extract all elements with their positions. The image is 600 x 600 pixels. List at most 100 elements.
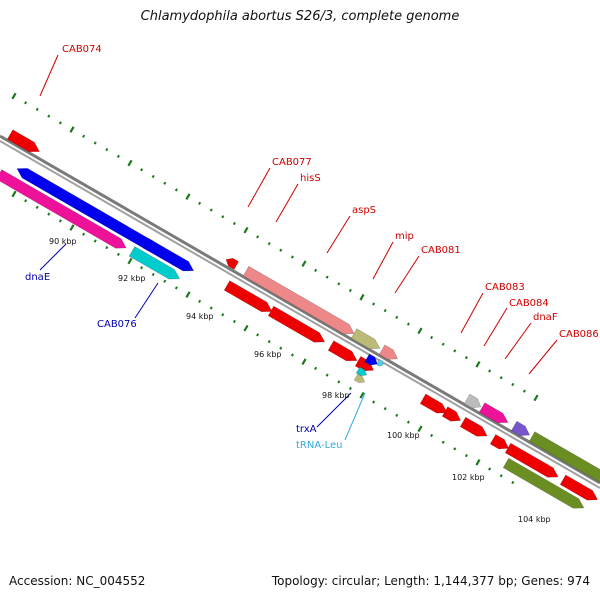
leader-line (504, 322, 532, 360)
outer-tick (93, 141, 97, 145)
inner-tick (417, 425, 423, 433)
inner-tick (325, 373, 329, 377)
map-title: Chlamydophila abortus S26/3, complete ge… (140, 9, 460, 24)
cds-asps (350, 328, 381, 350)
outer-tick (58, 121, 62, 125)
leader-line (39, 54, 59, 97)
inner-tick (383, 407, 387, 411)
kbp-label-94: 94 kbp (186, 312, 214, 321)
cds-red-9 (504, 442, 559, 478)
inner-tick (151, 272, 155, 277)
outer-tick (11, 92, 17, 100)
outer-tick (290, 255, 294, 259)
leader-line (326, 215, 351, 254)
gene-label-mip: mip (395, 231, 414, 242)
cds-dnae (16, 168, 155, 252)
outer-tick (406, 322, 410, 326)
cds-red-5 (419, 393, 448, 414)
inner-tick (232, 319, 236, 324)
cds-cab077 (225, 257, 240, 270)
outer-tick (221, 215, 225, 219)
outer-tick (499, 376, 503, 380)
gene-label-cab084: CAB084 (509, 298, 549, 309)
outer-tick (464, 356, 468, 360)
outer-tick (511, 382, 515, 387)
outer-tick (337, 282, 341, 286)
inner-tick (372, 400, 376, 404)
accession-text: Accession: NC_004552 (9, 574, 146, 588)
kbp-label-102: 102 kbp (452, 473, 485, 482)
kbp-label-96: 96 kbp (254, 350, 282, 359)
inner-tick (24, 199, 28, 203)
inner-tick (337, 380, 341, 384)
inner-tick (453, 447, 457, 451)
inner-tick (256, 333, 260, 337)
gene-label-cab076: CAB076 (97, 319, 137, 330)
outer-tick (127, 159, 133, 167)
outer-tick (47, 114, 51, 118)
outer-tick (395, 315, 399, 320)
outer-tick (140, 168, 144, 172)
inner-tick (348, 386, 352, 391)
cds-green-2 (502, 457, 585, 509)
outer-tick (430, 335, 434, 340)
cds-hiss (242, 265, 355, 335)
cds-red-1 (223, 280, 273, 313)
outer-tick (453, 349, 457, 353)
inner-tick (488, 467, 492, 471)
gene-label-dnaf: dnaF (533, 312, 558, 323)
gene-label-asps: aspS (352, 205, 376, 216)
leader-line (344, 392, 366, 441)
outer-tick (301, 260, 307, 268)
outer-tick (488, 369, 492, 373)
gene-label-cab074: CAB074 (62, 44, 102, 55)
inner-tick (69, 224, 75, 231)
kbp-label-98: 98 kbp (322, 391, 350, 400)
inner-tick (58, 219, 62, 223)
outer-tick (163, 181, 167, 185)
inner-tick (441, 440, 445, 444)
inner-tick (11, 190, 17, 198)
trna-leu-a (376, 358, 384, 367)
outer-tick (372, 302, 376, 306)
gene-label-hiss: hisS (300, 173, 321, 184)
outer-tick (174, 188, 178, 192)
inner-tick (163, 279, 167, 283)
gene-label-cab086: CAB086 (559, 329, 599, 340)
kbp-label-92: 92 kbp (118, 274, 146, 283)
gene-label-trxa: trxA (296, 424, 317, 435)
leader-line (39, 243, 67, 271)
cds-red-10 (559, 474, 599, 501)
outer-tick (24, 101, 28, 105)
outer-tick (243, 226, 249, 234)
cds-red-6 (441, 406, 462, 422)
inner-tick (198, 299, 202, 303)
cds-red-8 (489, 434, 510, 450)
outer-tick (417, 327, 423, 335)
inner-tick (279, 346, 283, 350)
leader-line (483, 307, 508, 347)
kbp-label-90: 90 kbp (49, 237, 77, 246)
cds-red-7 (459, 416, 488, 437)
trna-leu-b (355, 366, 368, 377)
cds-cab074 (6, 129, 40, 153)
inner-tick (499, 474, 503, 478)
outer-tick (279, 248, 283, 252)
gene-label-cab083: CAB083 (485, 282, 525, 293)
outer-tick (198, 201, 202, 205)
inner-tick (47, 212, 51, 216)
inner-tick (314, 366, 318, 371)
inner-tick (406, 420, 410, 424)
gene-label-trna-leu: tRNA-Leu (296, 440, 342, 451)
inner-tick (475, 459, 481, 466)
inner-tick (430, 433, 434, 438)
outer-tick (116, 154, 120, 159)
outer-tick (151, 174, 155, 179)
outer-tick (383, 309, 387, 313)
inner-tick (82, 232, 86, 236)
outer-tick (256, 235, 260, 239)
cds-dnae-b (142, 238, 195, 272)
outer-tick (185, 193, 191, 200)
inner-tick (35, 205, 39, 210)
